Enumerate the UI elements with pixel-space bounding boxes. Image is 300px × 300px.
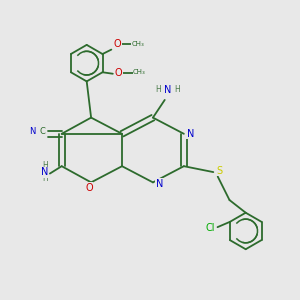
Text: O: O [113, 39, 121, 49]
Text: H: H [175, 85, 180, 94]
Text: N: N [187, 129, 194, 139]
Text: CH₃: CH₃ [131, 41, 144, 47]
Text: N: N [156, 179, 163, 189]
Text: N: N [164, 85, 171, 94]
Text: Cl: Cl [206, 223, 215, 233]
Text: S: S [216, 166, 222, 176]
Text: N: N [41, 167, 49, 177]
Text: CH₃: CH₃ [133, 69, 146, 75]
Text: O: O [85, 183, 93, 193]
Text: N: N [29, 127, 35, 136]
Text: O: O [115, 68, 122, 78]
Text: H: H [42, 174, 48, 183]
Text: C: C [40, 127, 46, 136]
Text: H: H [42, 161, 48, 170]
Text: H: H [155, 85, 161, 94]
